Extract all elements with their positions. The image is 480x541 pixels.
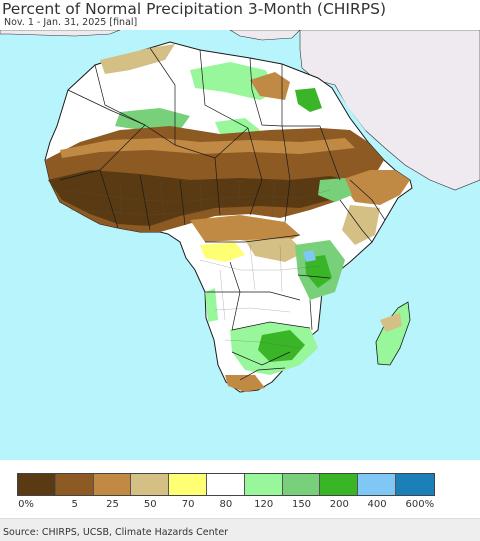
madagascar-tan — [380, 313, 402, 332]
legend-swatch — [395, 474, 434, 495]
legend-tick-label: 25 — [106, 499, 119, 510]
congo-tan — [190, 215, 300, 245]
map-subtitle: Nov. 1 - Jan. 31, 2025 [final] — [4, 17, 138, 28]
legend-swatch — [169, 474, 207, 495]
middle-east-landmass — [299, 30, 480, 191]
turkey-landmass — [229, 30, 301, 41]
legend-tick-label: 600% — [405, 499, 435, 510]
angola-green-edge — [205, 288, 218, 322]
sahel-dark-band — [48, 170, 350, 226]
sahel-tan-edge — [60, 138, 355, 158]
legend-tick-label: 200 — [329, 499, 349, 510]
nile-green-patch — [295, 88, 322, 112]
sahara-tan-patch — [250, 72, 290, 100]
precipitation-map — [0, 30, 480, 393]
map-frame — [0, 30, 480, 460]
country-borders — [59, 47, 386, 381]
legend-swatch — [18, 474, 56, 495]
zimbabwe-green — [258, 330, 305, 362]
admin-borders — [59, 179, 331, 349]
legend-tick-label: 150 — [291, 499, 312, 510]
madagascar — [375, 301, 411, 366]
europe-landmass — [0, 30, 121, 37]
legend-tick-label: 80 — [219, 499, 233, 510]
congo-pale — [245, 238, 305, 262]
source-footer: Source: CHIRPS, UCSB, Climate Hazards Ce… — [0, 518, 480, 541]
horn-tan — [340, 170, 410, 205]
legend-swatch — [93, 474, 132, 495]
east-africa-dark-green — [305, 255, 332, 288]
congo-yellow — [200, 242, 245, 262]
lake-victoria — [303, 250, 316, 262]
southern-africa-tan — [225, 375, 265, 392]
legend-swatch — [244, 474, 283, 495]
legend-swatch — [55, 474, 94, 495]
legend-swatch — [206, 474, 245, 495]
legend-tick-label: 5 — [71, 499, 78, 510]
legend-swatch — [131, 474, 170, 495]
legend-tick-label: 120 — [254, 499, 274, 510]
legend-tick-label: 70 — [181, 499, 195, 510]
legend-tick-label: 50 — [143, 499, 157, 510]
red-sea — [334, 88, 392, 162]
sahara-tan-patch — [100, 44, 175, 74]
horn-pale — [342, 205, 380, 245]
legend-color-bar — [17, 473, 435, 496]
legend-tick-label: 400 — [367, 499, 387, 510]
ethiopia-green — [318, 178, 352, 202]
legend-tick-label: 0% — [18, 499, 34, 510]
map-title: Percent of Normal Precipitation 3-Month … — [2, 0, 386, 18]
legend-swatch — [358, 474, 396, 495]
source-text: Source: CHIRPS, UCSB, Climate Hazards Ce… — [3, 527, 229, 538]
sahara-green-patch — [115, 108, 190, 130]
legend-swatch — [320, 474, 359, 495]
legend-swatch — [282, 474, 321, 495]
